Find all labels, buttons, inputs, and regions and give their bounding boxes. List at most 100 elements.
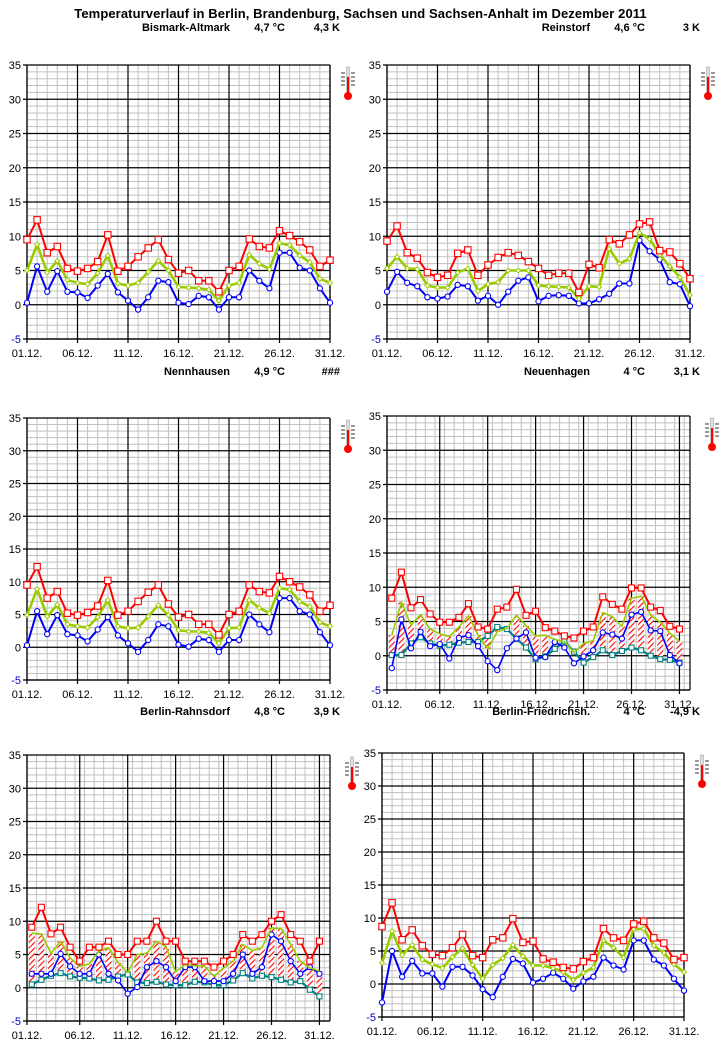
data-point-ground: [398, 652, 405, 659]
mean-bar: [484, 635, 491, 649]
temperature-deviation: ###: [321, 366, 340, 378]
y-tick-label: 0: [370, 979, 376, 991]
data-point-min: [419, 970, 426, 977]
x-tick-label: 06.12.: [62, 348, 93, 360]
data-point-mean: [205, 629, 212, 636]
data-point-min: [513, 635, 520, 642]
data-point-mean: [134, 624, 142, 631]
data-point-max: [478, 953, 487, 962]
data-point-ground: [28, 981, 35, 988]
data-point-min: [230, 970, 237, 977]
main-title: Temperaturverlauf in Berlin, Brandenburg…: [74, 6, 647, 21]
data-point-max: [53, 587, 62, 596]
thermometer-icon: [341, 66, 355, 100]
data-point-max: [413, 254, 422, 262]
data-point-max: [464, 246, 472, 254]
data-point-min: [606, 290, 613, 297]
data-point-min: [57, 950, 64, 957]
data-point-min: [124, 297, 132, 304]
data-point-max: [296, 937, 304, 945]
data-point-mean: [306, 603, 313, 610]
y-tick-label: 30: [9, 94, 21, 106]
x-tick-label: 26.12.: [616, 699, 647, 711]
data-point-mean: [94, 614, 101, 621]
data-point-max: [445, 618, 453, 626]
data-point-max: [53, 242, 62, 251]
data-point-mean: [195, 628, 202, 635]
data-point-max: [85, 943, 93, 951]
data-point-min: [494, 666, 501, 674]
data-point-mean: [296, 598, 303, 605]
data-point-min: [74, 632, 81, 639]
y-tick-label: 30: [9, 783, 21, 795]
x-tick-label: 06.12.: [64, 1030, 95, 1042]
data-point-min: [306, 611, 313, 618]
series-max: [388, 568, 684, 642]
y-tick-label: 10: [369, 582, 381, 594]
data-point-min: [220, 977, 227, 985]
data-point-min: [628, 611, 635, 618]
data-point-max: [428, 950, 437, 959]
data-point-ground: [278, 976, 285, 983]
x-tick-label: 06.12.: [424, 699, 455, 711]
data-point-min: [436, 640, 443, 648]
data-point-max: [23, 581, 31, 589]
data-point-max: [95, 943, 103, 951]
data-point-max: [605, 235, 613, 244]
data-point-ground: [494, 623, 501, 631]
data-point-mean: [525, 267, 532, 274]
mean-temperature: 4,9 °C: [254, 366, 285, 378]
thermometer-icon: [345, 756, 359, 790]
data-point-min: [532, 654, 539, 661]
data-point-max: [512, 585, 520, 593]
mean-temperature: 4 °C: [623, 366, 645, 378]
y-tick-label: -5: [11, 675, 21, 687]
mean-bar: [220, 967, 227, 986]
data-point-min: [446, 655, 453, 662]
data-point-max: [639, 917, 648, 926]
data-point-max: [650, 934, 658, 942]
data-point-max: [522, 611, 530, 619]
data-point-mean: [23, 267, 31, 274]
data-point-max: [474, 623, 482, 631]
data-point-mean: [509, 941, 516, 949]
mean-temperature: 4,8 °C: [254, 706, 285, 718]
data-point-mean: [388, 928, 396, 935]
y-tick-label: -5: [371, 685, 381, 697]
data-point-mean: [175, 283, 182, 291]
chart-svg: 35 30 25 20 15 10 5 0 -5 01.12. 06.12. 11.12. 16.12.…: [364, 748, 709, 1038]
y-tick-label: 25: [369, 129, 381, 141]
x-tick-label: 21.12.: [214, 348, 245, 360]
data-point-min: [162, 963, 170, 971]
data-point-mean: [660, 949, 667, 957]
data-point-min: [134, 306, 142, 313]
data-point-mean: [326, 279, 334, 286]
x-tick-label: 26.12.: [256, 1030, 287, 1042]
y-tick-label: 35: [364, 748, 376, 760]
series-min: [388, 608, 683, 674]
data-point-min: [54, 268, 61, 275]
data-point-min: [646, 248, 653, 255]
data-point-ground: [599, 647, 606, 654]
y-tick-label: 15: [9, 544, 21, 556]
data-point-max: [306, 591, 314, 599]
data-point-max: [181, 957, 189, 965]
data-point-ground: [57, 970, 64, 977]
data-point-max: [378, 922, 386, 931]
data-point-mean: [399, 951, 406, 959]
data-point-mean: [505, 267, 512, 274]
series-min: [23, 249, 334, 313]
data-point-mean: [94, 270, 101, 277]
data-point-max: [194, 277, 203, 285]
y-tick-label: 20: [9, 511, 21, 523]
data-point-mean: [686, 292, 694, 299]
data-point-ground: [95, 977, 102, 984]
data-point-mean: [145, 613, 152, 620]
data-point-max: [629, 920, 638, 928]
mean-bar: [666, 633, 673, 660]
mean-bar: [388, 635, 395, 656]
mean-bar: [542, 635, 549, 657]
y-tick-label: 20: [9, 163, 21, 175]
data-point-min: [474, 643, 482, 650]
data-point-max: [474, 271, 482, 280]
